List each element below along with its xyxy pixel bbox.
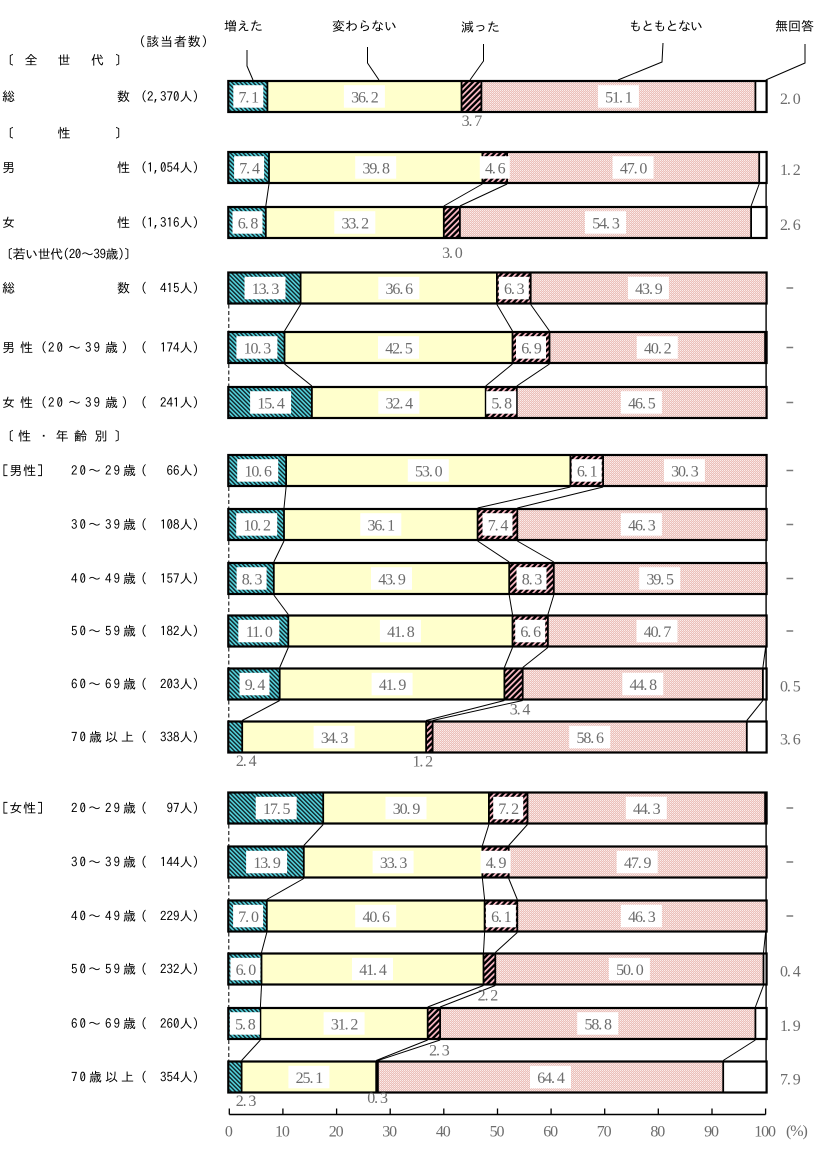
- svg-text:43. 9: 43. 9: [635, 281, 663, 298]
- svg-text:7. 4: 7. 4: [488, 518, 509, 535]
- svg-text:6. 1: 6. 1: [491, 909, 512, 926]
- svg-text:50. 0: 50. 0: [616, 962, 644, 979]
- svg-text:3. 0: 3. 0: [442, 245, 463, 262]
- svg-text:39. 8: 39. 8: [362, 161, 390, 178]
- svg-text:(%): (%): [786, 1123, 807, 1140]
- svg-text:8. 3: 8. 3: [522, 572, 543, 589]
- svg-text:2. 4: 2. 4: [236, 753, 257, 770]
- svg-text:41. 9: 41. 9: [379, 677, 407, 694]
- svg-text:3. 7: 3. 7: [462, 113, 483, 130]
- svg-text:43. 9: 43. 9: [378, 572, 406, 589]
- svg-text:90: 90: [704, 1124, 719, 1141]
- svg-text:4. 6: 4. 6: [485, 161, 506, 178]
- svg-text:2. 3: 2. 3: [236, 1093, 257, 1110]
- svg-text:1. 2: 1. 2: [780, 162, 801, 179]
- svg-text:13. 3: 13. 3: [252, 281, 280, 298]
- svg-text:10. 2: 10. 2: [243, 518, 271, 535]
- svg-text:33. 2: 33. 2: [342, 216, 370, 233]
- svg-text:47. 9: 47. 9: [624, 855, 652, 872]
- svg-text:5. 8: 5. 8: [235, 1017, 256, 1034]
- svg-text:0: 0: [225, 1124, 233, 1141]
- svg-text:36. 6: 36. 6: [386, 281, 414, 298]
- svg-text:3. 6: 3. 6: [780, 732, 801, 749]
- svg-text:6. 6: 6. 6: [520, 624, 541, 641]
- svg-text:58. 6: 58. 6: [576, 730, 604, 747]
- svg-text:42. 5: 42. 5: [385, 341, 413, 358]
- svg-text:80: 80: [650, 1124, 665, 1141]
- svg-text:0. 5: 0. 5: [780, 679, 801, 696]
- svg-text:46. 3: 46. 3: [628, 909, 656, 926]
- svg-text:30: 30: [382, 1124, 397, 1141]
- svg-text:1. 2: 1. 2: [412, 754, 433, 771]
- svg-text:46. 3: 46. 3: [628, 518, 656, 535]
- svg-text:8. 3: 8. 3: [242, 572, 263, 589]
- svg-text:15. 4: 15. 4: [257, 396, 285, 413]
- svg-text:2. 2: 2. 2: [478, 988, 499, 1005]
- svg-text:2. 0: 2. 0: [780, 91, 801, 108]
- svg-text:44. 3: 44. 3: [633, 801, 661, 818]
- svg-text:7. 1: 7. 1: [238, 90, 259, 107]
- svg-text:0. 3: 0. 3: [367, 1090, 388, 1107]
- svg-text:7. 2: 7. 2: [498, 801, 519, 818]
- svg-text:4. 9: 4. 9: [486, 855, 507, 872]
- svg-text:40: 40: [436, 1124, 451, 1141]
- svg-text:5. 8: 5. 8: [491, 396, 512, 413]
- svg-text:6. 3: 6. 3: [504, 281, 525, 298]
- svg-text:60: 60: [543, 1124, 558, 1141]
- svg-text:47. 0: 47. 0: [620, 161, 648, 178]
- svg-text:0. 4: 0. 4: [780, 964, 801, 981]
- svg-text:58. 8: 58. 8: [584, 1017, 612, 1034]
- svg-text:50: 50: [490, 1124, 505, 1141]
- svg-text:54. 3: 54. 3: [592, 216, 620, 233]
- svg-text:40. 7: 40. 7: [644, 624, 672, 641]
- svg-text:36. 2: 36. 2: [351, 90, 379, 107]
- svg-text:3. 4: 3. 4: [510, 702, 531, 719]
- svg-text:64. 4: 64. 4: [537, 1070, 565, 1087]
- svg-text:9. 4: 9. 4: [245, 677, 266, 694]
- svg-text:41. 4: 41. 4: [359, 962, 387, 979]
- svg-text:6. 9: 6. 9: [521, 341, 542, 358]
- svg-text:6. 8: 6. 8: [238, 216, 259, 233]
- svg-text:53. 0: 53. 0: [415, 464, 443, 481]
- svg-text:10. 6: 10. 6: [244, 464, 272, 481]
- svg-text:33. 3: 33. 3: [380, 855, 408, 872]
- svg-text:10. 3: 10. 3: [244, 341, 272, 358]
- svg-text:41. 8: 41. 8: [387, 624, 415, 641]
- svg-text:6. 0: 6. 0: [236, 962, 257, 979]
- svg-text:31. 2: 31. 2: [331, 1017, 359, 1034]
- svg-text:7. 4: 7. 4: [239, 161, 260, 178]
- svg-text:2. 6: 2. 6: [780, 217, 801, 234]
- svg-text:51. 1: 51. 1: [605, 90, 633, 107]
- svg-text:40. 2: 40. 2: [644, 341, 672, 358]
- svg-text:6. 1: 6. 1: [577, 464, 598, 481]
- svg-text:40. 6: 40. 6: [362, 909, 390, 926]
- svg-text:44. 8: 44. 8: [630, 677, 658, 694]
- svg-text:10: 10: [275, 1124, 290, 1141]
- svg-text:17. 5: 17. 5: [263, 801, 291, 818]
- svg-text:1. 9: 1. 9: [780, 1018, 801, 1035]
- svg-text:11. 0: 11. 0: [246, 624, 273, 641]
- svg-text:20: 20: [329, 1124, 344, 1141]
- svg-text:13. 9: 13. 9: [253, 855, 281, 872]
- svg-text:7. 0: 7. 0: [238, 909, 259, 926]
- svg-text:32. 4: 32. 4: [386, 396, 414, 413]
- svg-text:36. 1: 36. 1: [368, 518, 396, 535]
- svg-text:25. 1: 25. 1: [296, 1070, 324, 1087]
- svg-text:46. 5: 46. 5: [628, 396, 656, 413]
- svg-text:70: 70: [597, 1124, 612, 1141]
- svg-text:34. 3: 34. 3: [321, 730, 349, 747]
- svg-text:2. 3: 2. 3: [429, 1043, 450, 1060]
- svg-text:39. 5: 39. 5: [646, 572, 674, 589]
- svg-text:30. 9: 30. 9: [393, 801, 421, 818]
- svg-text:30. 3: 30. 3: [671, 464, 699, 481]
- svg-text:100: 100: [754, 1124, 776, 1141]
- svg-text:7. 9: 7. 9: [780, 1072, 801, 1089]
